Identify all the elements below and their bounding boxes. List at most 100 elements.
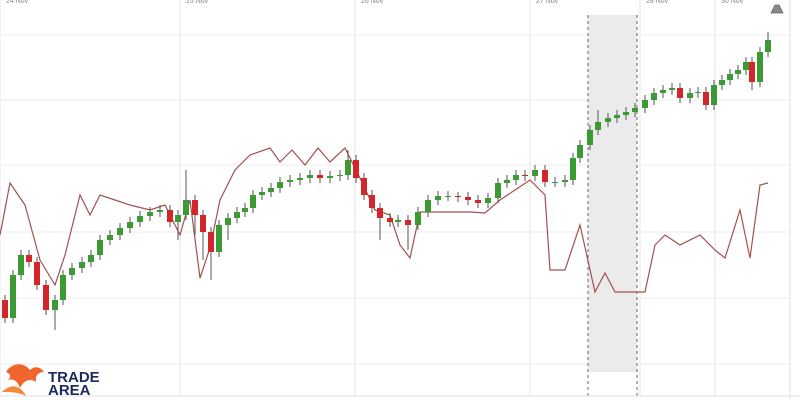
overlay-line [0,147,769,294]
candle-body [542,170,548,182]
candle-body [117,228,123,235]
candle-body [677,88,683,98]
candle-body [415,212,421,225]
candle-body [703,92,709,105]
overlay-layer [0,147,769,294]
candle-body [317,175,323,178]
candle-body [26,255,32,262]
candle-body [735,70,741,74]
candle-body [475,200,481,203]
candle-body [137,216,143,222]
candle-body [577,145,583,158]
candle-body [79,262,85,268]
candle-body [532,170,538,176]
candle-body [632,108,638,112]
candle-body [727,74,733,80]
candle-body [651,93,657,100]
x-tick-label: 27 Nov [536,0,559,5]
candle-body [485,198,491,203]
candle-body [757,52,763,82]
candle-body [183,200,189,215]
candle-body [216,225,222,252]
logo: TRADE AREA [2,364,100,399]
highlight-layer [587,15,638,396]
candle-body [669,88,675,90]
candle-body [455,196,461,197]
candle-body [353,160,359,178]
x-ticks: 24 Nov 25 Nov 26 Nov 27 Nov 28 Nov 30 Nov [6,0,744,5]
candle-body [337,175,343,176]
candle-body [60,275,66,300]
grid [0,0,790,396]
candle-body [435,196,441,200]
candle-body [552,182,558,183]
candle-body [660,90,666,93]
candle-body [495,183,501,198]
candle-body [10,275,16,318]
candle-body [157,210,163,212]
candle-body [259,192,265,195]
logo-icon [6,364,44,388]
candle-body [107,235,113,240]
scroll-up-icon[interactable] [770,4,784,14]
candle-body [52,300,58,310]
candle-body [425,200,431,212]
candle-body [623,112,629,115]
candle-body [504,180,510,183]
logo-text: TRADE [48,369,100,386]
candle-body [595,122,601,130]
candle-body [287,180,293,182]
candle-body [695,92,701,93]
candle-body [405,220,411,225]
candle-body [465,197,471,200]
candle-body [765,40,771,52]
candle-body [369,195,375,208]
x-tick-label: 26 Nov [361,0,384,5]
candle-body [167,210,173,222]
candle-body [743,62,749,70]
candle-body [242,208,248,212]
candle-body [69,268,75,275]
candle-body [719,80,725,85]
candle-body [147,212,153,216]
candle-body [192,200,198,215]
candle-body [268,188,274,192]
x-tick-label: 30 Nov [721,0,744,5]
candle-body [88,255,94,262]
candle-body [327,176,333,178]
candle-body [127,222,133,228]
candle-body [297,178,303,180]
candle-body [377,208,383,218]
candle-body [200,215,206,232]
candle-body [18,255,24,275]
candle-body [307,175,313,178]
candles [2,32,771,330]
x-tick-label: 25 Nov [186,0,209,5]
candle-body [711,85,717,105]
candle-body [277,182,283,188]
candle-body [395,220,401,222]
candle-body [234,212,240,218]
candle-body [175,215,181,222]
candle-body [570,158,576,180]
logo-text: AREA [48,382,91,399]
candle-body [97,240,103,255]
candle-body [34,262,40,285]
candle-body [562,180,568,182]
candle-body [361,178,367,195]
candle-body [749,62,755,82]
candle-body [43,285,49,310]
candle-body [345,160,351,175]
x-tick-label: 28 Nov [646,0,669,5]
logo-icon-tail [2,386,26,396]
x-tick-label: 24 Nov [6,0,29,5]
candle-body [445,196,451,197]
highlight-band [588,15,637,372]
candle-body [687,93,693,98]
candle-body [522,175,528,176]
candle-body [587,130,593,145]
candle-body [225,218,231,225]
